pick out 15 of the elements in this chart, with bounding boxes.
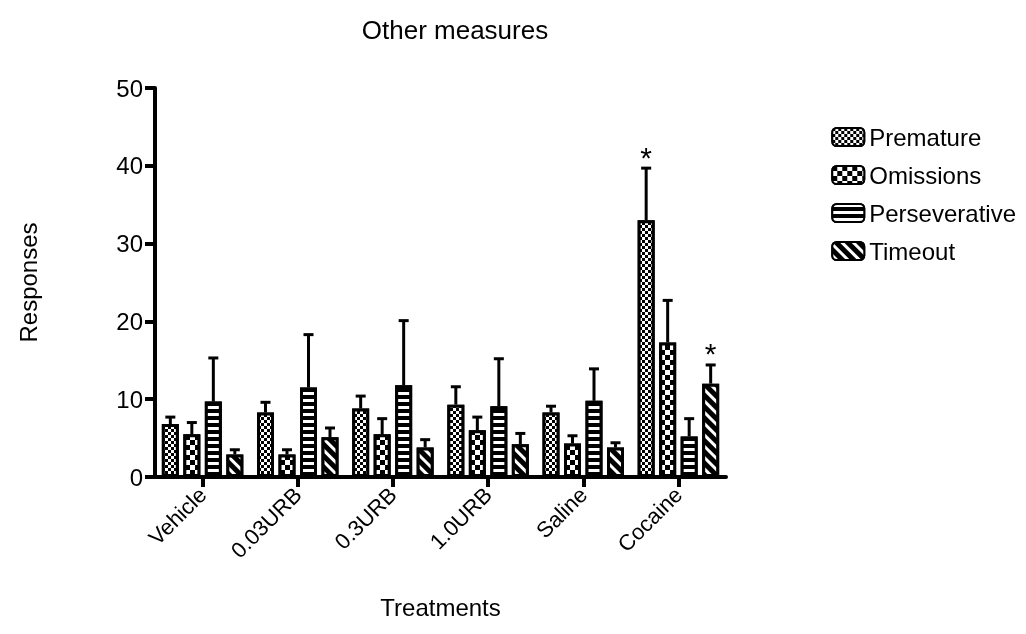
y-tick-label: 50: [116, 74, 143, 102]
y-tick-label: 10: [116, 385, 143, 413]
legend-label: Perseverative: [869, 199, 1016, 227]
y-axis-title: Responses: [14, 222, 42, 343]
legend-label: Timeout: [869, 237, 956, 265]
data-label: *: [640, 140, 653, 174]
legend-label: Premature: [869, 123, 982, 151]
y-tick-label: 20: [116, 307, 143, 335]
y-tick-label: 30: [116, 230, 143, 258]
y-tick-label: 0: [129, 463, 143, 491]
x-axis-title: Treatments: [380, 593, 501, 621]
legend-label: Omissions: [869, 161, 982, 189]
y-tick-label: 40: [116, 152, 143, 180]
data-label: *: [704, 337, 717, 371]
chart-title: Other measures: [361, 15, 549, 45]
